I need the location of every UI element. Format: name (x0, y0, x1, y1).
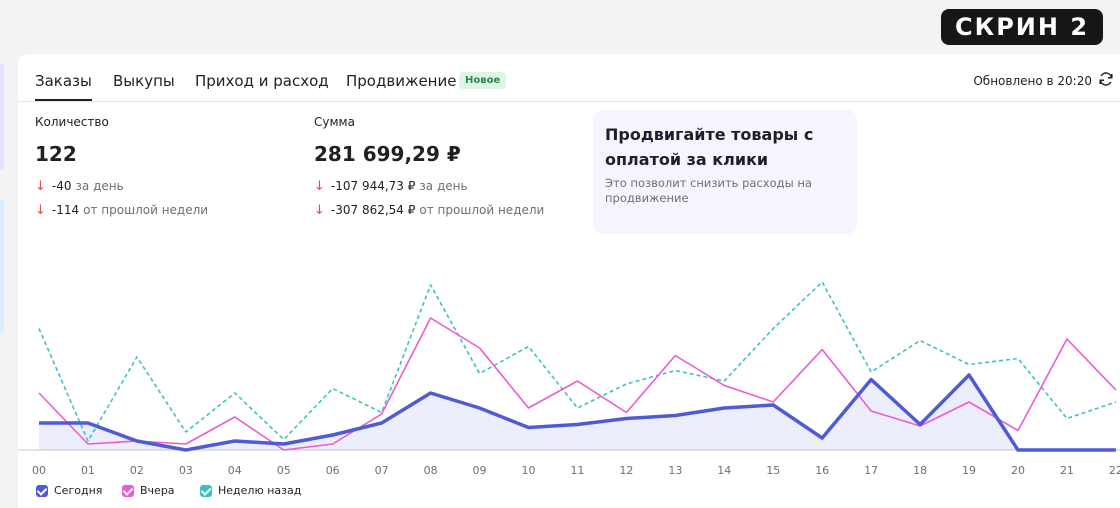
tab-buyouts[interactable]: Выкупы (113, 72, 175, 90)
refresh-icon[interactable] (1098, 71, 1114, 87)
x-tick-label: 05 (277, 464, 291, 477)
x-tick-label: 19 (962, 464, 976, 477)
x-tick-label: 04 (228, 464, 242, 477)
checkbox-icon[interactable] (122, 485, 134, 497)
x-tick-label: 11 (570, 464, 584, 477)
promo-title: Продвигайте товары с оплатой за клики (605, 125, 814, 169)
x-tick-label: 00 (32, 464, 46, 477)
x-tick-label: 17 (864, 464, 878, 477)
checkbox-icon[interactable] (36, 485, 48, 497)
sum-delta-day: ↓ -107 944,73 ₽ за день (314, 179, 468, 194)
quantity-value: 122 (35, 142, 77, 166)
tab-orders[interactable]: Заказы (35, 72, 92, 101)
arrow-down-icon: ↓ (314, 179, 325, 194)
tab-income-expense[interactable]: Приход и расход (195, 72, 329, 90)
x-tick-label: 10 (522, 464, 536, 477)
x-tick-label: 01 (81, 464, 95, 477)
x-tick-label: 16 (815, 464, 829, 477)
arrow-down-icon: ↓ (35, 179, 46, 194)
promo-text: Это позволит снизить расходы на продвиже… (605, 176, 812, 205)
screen-label: СКРИН 2 (941, 9, 1103, 45)
x-tick-label: 18 (913, 464, 927, 477)
x-tick-label: 21 (1060, 464, 1074, 477)
x-tick-label: 02 (130, 464, 144, 477)
x-tick-label: 06 (326, 464, 340, 477)
new-badge: Новое (459, 72, 507, 89)
x-tick-label: 03 (179, 464, 193, 477)
promo-card[interactable]: Продвигайте товары с оплатой за клики Эт… (593, 110, 857, 234)
series-yesterday-line (38, 317, 1117, 451)
x-tick-label: 08 (424, 464, 438, 477)
updated-status: Обновлено в 20:20 (973, 74, 1092, 88)
x-tick-label: 15 (766, 464, 780, 477)
side-panel-edge (0, 200, 4, 332)
quantity-delta-week: ↓ -114 от прошлой недели (35, 203, 209, 218)
side-panel-edge (0, 64, 4, 170)
sum-delta-week: ↓ -307 862,54 ₽ от прошлой недели (314, 203, 545, 218)
x-tick-label: 14 (717, 464, 731, 477)
x-tick-label: 09 (473, 464, 487, 477)
tab-promotion[interactable]: Продвижение (346, 72, 457, 90)
tab-bar: Заказы Выкупы Приход и расход Продвижени… (18, 54, 1120, 102)
x-tick-label: 13 (668, 464, 682, 477)
checkbox-icon[interactable] (200, 485, 212, 497)
series-today-area (39, 375, 1116, 450)
x-tick-label: 07 (375, 464, 389, 477)
x-tick-label: 22 (1109, 464, 1120, 477)
arrow-down-icon: ↓ (35, 203, 46, 218)
orders-widget: Заказы Выкупы Приход и расход Продвижени… (18, 54, 1120, 508)
arrow-down-icon: ↓ (314, 203, 325, 218)
quantity-delta-day: ↓ -40 за день (35, 179, 124, 194)
orders-line-chart: 00 01 02 03 04 05 06 07 08 09 10 11 12 13 14 15 16 17 18 19… (18, 281, 1120, 477)
sum-value: 281 699,29 ₽ (314, 142, 461, 166)
series-today-line (39, 373, 1116, 452)
series-week-ago-line (38, 281, 1117, 442)
sum-label: Сумма (314, 115, 355, 129)
quantity-label: Количество (35, 115, 109, 129)
x-tick-label: 12 (619, 464, 633, 477)
x-tick-label: 20 (1011, 464, 1025, 477)
